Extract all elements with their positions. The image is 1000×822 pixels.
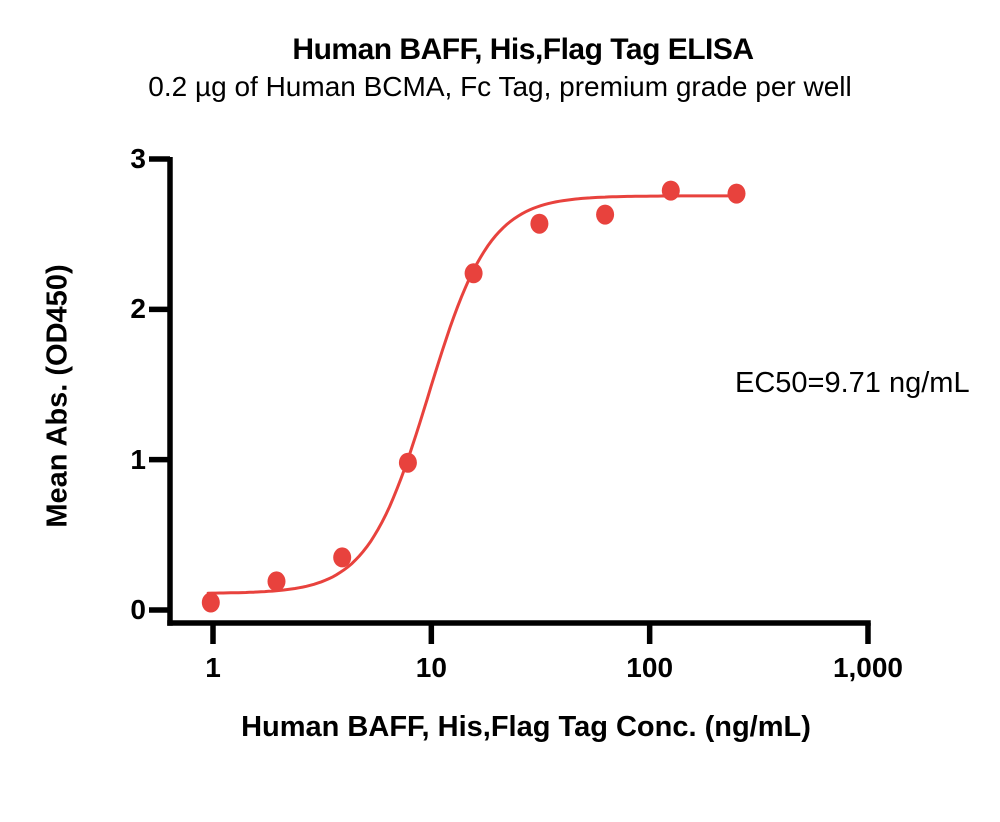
- data-point: [333, 547, 352, 568]
- ec50-annotation: EC50=9.71 ng/mL: [735, 367, 970, 399]
- data-point: [398, 452, 417, 473]
- data-point: [727, 183, 746, 204]
- data-point: [201, 592, 220, 613]
- data-point: [661, 180, 680, 201]
- x-axis-label: Human BAFF, His,Flag Tag Conc. (ng/mL): [241, 711, 811, 743]
- data-point: [530, 213, 549, 234]
- y-tick-label: 1: [130, 443, 146, 475]
- x-tick-label: 100: [626, 652, 674, 683]
- chart-subtitle: 0.2 µg of Human BCMA, Fc Tag, premium gr…: [148, 71, 852, 102]
- y-tick-label: 2: [130, 293, 146, 325]
- x-tick-label: 1: [205, 652, 221, 683]
- data-point: [596, 204, 615, 225]
- x-tick-label: 10: [415, 652, 447, 683]
- x-tick-label: 1,000: [832, 652, 904, 683]
- y-tick-label: 3: [130, 143, 146, 174]
- y-tick-label: 0: [130, 594, 146, 625]
- data-point: [464, 263, 483, 284]
- fit-curve: [206, 194, 739, 595]
- data-point: [267, 571, 286, 592]
- chart-title: Human BAFF, His,Flag Tag ELISA: [292, 33, 754, 66]
